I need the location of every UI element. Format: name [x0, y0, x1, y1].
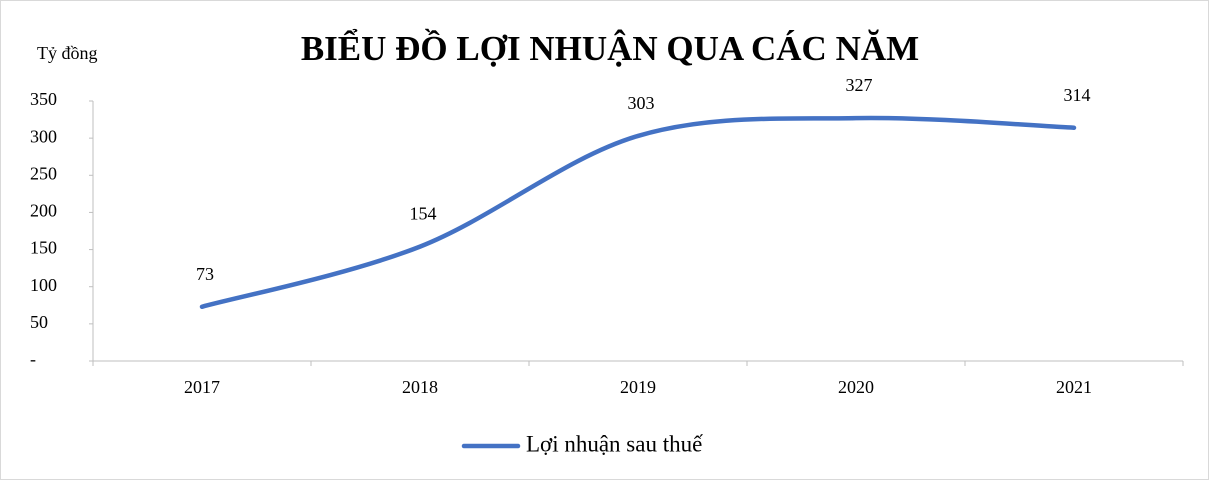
x-tick-label: 2018	[402, 377, 438, 397]
x-tick-label: 2020	[838, 377, 874, 397]
y-tick-label: 200	[30, 201, 57, 221]
chart-title: BIỂU ĐỒ LỢI NHUẬN QUA CÁC NĂM	[301, 27, 919, 68]
y-tick-label: 50	[30, 312, 48, 332]
y-tick-label: 300	[30, 126, 57, 146]
x-tick-label: 2017	[184, 377, 220, 397]
y-tick-label: 100	[30, 275, 57, 295]
x-tick-label: 2021	[1056, 377, 1092, 397]
data-label: 73	[196, 264, 214, 284]
data-label: 154	[410, 204, 437, 224]
y-tick-label: -	[30, 349, 36, 369]
y-tick-label: 350	[30, 89, 57, 109]
x-tick-label: 2019	[620, 377, 656, 397]
data-line	[199, 115, 1077, 310]
y-tick-label: 250	[30, 163, 57, 183]
data-label: 327	[846, 75, 873, 95]
data-label: 303	[628, 93, 655, 113]
y-tick-label: 150	[30, 238, 57, 258]
y-axis-label: Tỷ đồng	[37, 43, 98, 63]
data-label: 314	[1064, 85, 1091, 105]
legend-label: Lợi nhuận sau thuế	[526, 431, 703, 456]
